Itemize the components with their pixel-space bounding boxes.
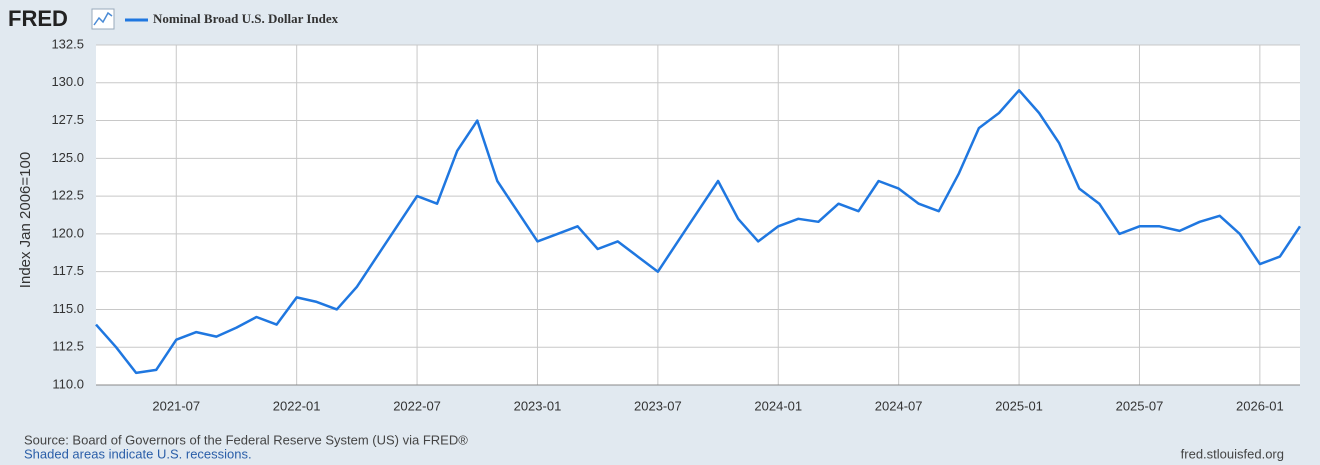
y-tick-label: 122.5 (51, 188, 84, 203)
x-tick-label: 2022-01 (273, 398, 321, 413)
x-tick-label: 2024-07 (875, 398, 923, 413)
y-tick-label: 110.0 (52, 376, 84, 391)
y-tick-label: 125.0 (51, 150, 84, 165)
recession-note: Shaded areas indicate U.S. recessions. (24, 446, 252, 461)
site: fred.stlouisfed.org (1181, 446, 1284, 461)
y-tick-label: 112.5 (52, 339, 84, 354)
logo: FRED (8, 6, 68, 31)
y-tick-label: 130.0 (51, 74, 84, 89)
legend-label: Nominal Broad U.S. Dollar Index (153, 11, 339, 26)
y-tick-label: 132.5 (51, 36, 84, 51)
x-tick-label: 2026-01 (1236, 398, 1284, 413)
logo-icon-line (93, 11, 113, 26)
x-tick-label: 2024-01 (754, 398, 802, 413)
logo-icon (91, 8, 115, 30)
x-tick-label: 2022-07 (393, 398, 441, 413)
x-tick-label: 2023-01 (514, 398, 562, 413)
x-tick-label: 2025-07 (1116, 398, 1164, 413)
y-axis-label: Index Jan 2006=100 (17, 152, 34, 288)
plot-area (96, 45, 1300, 385)
y-tick-label: 120.0 (51, 225, 84, 240)
x-tick-label: 2025-01 (995, 398, 1043, 413)
x-tick-label: 2023-07 (634, 398, 682, 413)
source: Source: Board of Governors of the Federa… (24, 432, 468, 447)
y-tick-label: 127.5 (51, 112, 84, 127)
x-tick-label: 2021-07 (152, 398, 200, 413)
y-tick-label: 117.5 (52, 263, 84, 278)
series-line (95, 89, 1302, 375)
y-tick-label: 115.0 (52, 301, 84, 316)
